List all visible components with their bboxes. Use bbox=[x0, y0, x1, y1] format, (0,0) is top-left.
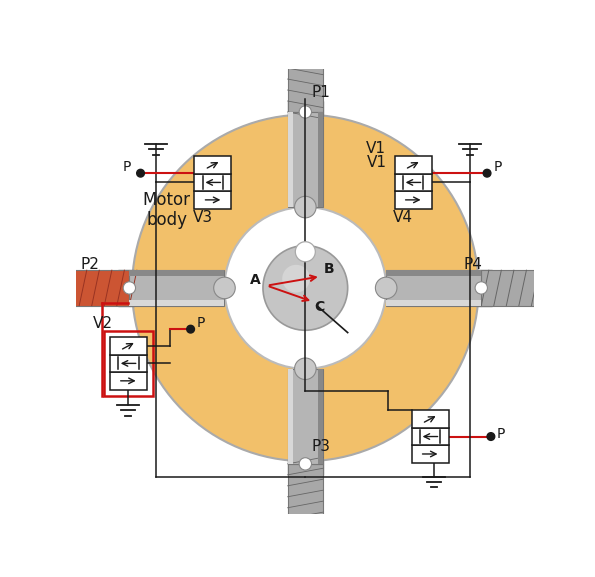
Text: P2: P2 bbox=[80, 257, 99, 272]
Text: V2: V2 bbox=[93, 316, 113, 331]
Bar bbox=[412, 410, 449, 428]
Circle shape bbox=[375, 277, 397, 299]
Bar bbox=[287, 369, 323, 464]
Bar bbox=[318, 369, 323, 464]
Circle shape bbox=[299, 458, 312, 470]
Circle shape bbox=[295, 242, 315, 262]
Bar bbox=[287, 24, 323, 112]
Circle shape bbox=[263, 246, 347, 330]
Text: P3: P3 bbox=[312, 439, 330, 454]
Bar bbox=[129, 270, 224, 276]
Bar bbox=[129, 300, 224, 306]
Bar bbox=[386, 270, 481, 306]
Bar bbox=[287, 369, 293, 464]
Bar bbox=[287, 112, 293, 207]
Text: Motor
body: Motor body bbox=[143, 190, 191, 230]
Bar bbox=[394, 191, 431, 209]
Bar bbox=[287, 101, 323, 116]
Bar bbox=[318, 112, 323, 207]
Text: V3: V3 bbox=[193, 211, 213, 226]
Bar bbox=[129, 270, 224, 306]
Bar bbox=[412, 428, 449, 445]
Text: P: P bbox=[197, 316, 205, 330]
Bar bbox=[195, 174, 231, 191]
Circle shape bbox=[137, 169, 145, 177]
Circle shape bbox=[487, 433, 495, 440]
Bar bbox=[118, 270, 134, 306]
Circle shape bbox=[187, 325, 195, 333]
Bar bbox=[109, 372, 147, 389]
Bar bbox=[109, 337, 147, 355]
Text: P1: P1 bbox=[312, 85, 330, 100]
Circle shape bbox=[132, 115, 478, 461]
Circle shape bbox=[123, 282, 136, 294]
Bar bbox=[477, 270, 493, 306]
Text: B: B bbox=[324, 263, 334, 276]
Bar bbox=[104, 331, 153, 396]
Circle shape bbox=[295, 196, 316, 218]
Bar bbox=[195, 191, 231, 209]
Text: P: P bbox=[497, 427, 505, 441]
Bar bbox=[287, 112, 323, 207]
Text: P4: P4 bbox=[463, 257, 482, 272]
Bar bbox=[394, 174, 431, 191]
Text: V1: V1 bbox=[367, 155, 387, 170]
Text: C: C bbox=[315, 300, 325, 314]
Circle shape bbox=[299, 106, 312, 118]
Text: A: A bbox=[250, 273, 261, 287]
Bar bbox=[386, 300, 481, 306]
Text: V4: V4 bbox=[393, 211, 413, 226]
Bar bbox=[42, 270, 129, 306]
Circle shape bbox=[224, 207, 386, 369]
Circle shape bbox=[483, 169, 491, 177]
Bar bbox=[195, 156, 231, 174]
Bar bbox=[394, 156, 431, 174]
Circle shape bbox=[214, 277, 235, 299]
Text: P: P bbox=[493, 160, 502, 174]
Text: V1: V1 bbox=[366, 141, 386, 156]
Circle shape bbox=[295, 358, 316, 380]
Circle shape bbox=[475, 282, 487, 294]
Text: P: P bbox=[123, 160, 131, 174]
Bar bbox=[481, 270, 569, 306]
Bar bbox=[412, 445, 449, 463]
Bar bbox=[287, 464, 323, 552]
Bar bbox=[109, 355, 147, 372]
Bar bbox=[386, 270, 481, 276]
Bar bbox=[287, 460, 323, 475]
Circle shape bbox=[282, 265, 310, 293]
